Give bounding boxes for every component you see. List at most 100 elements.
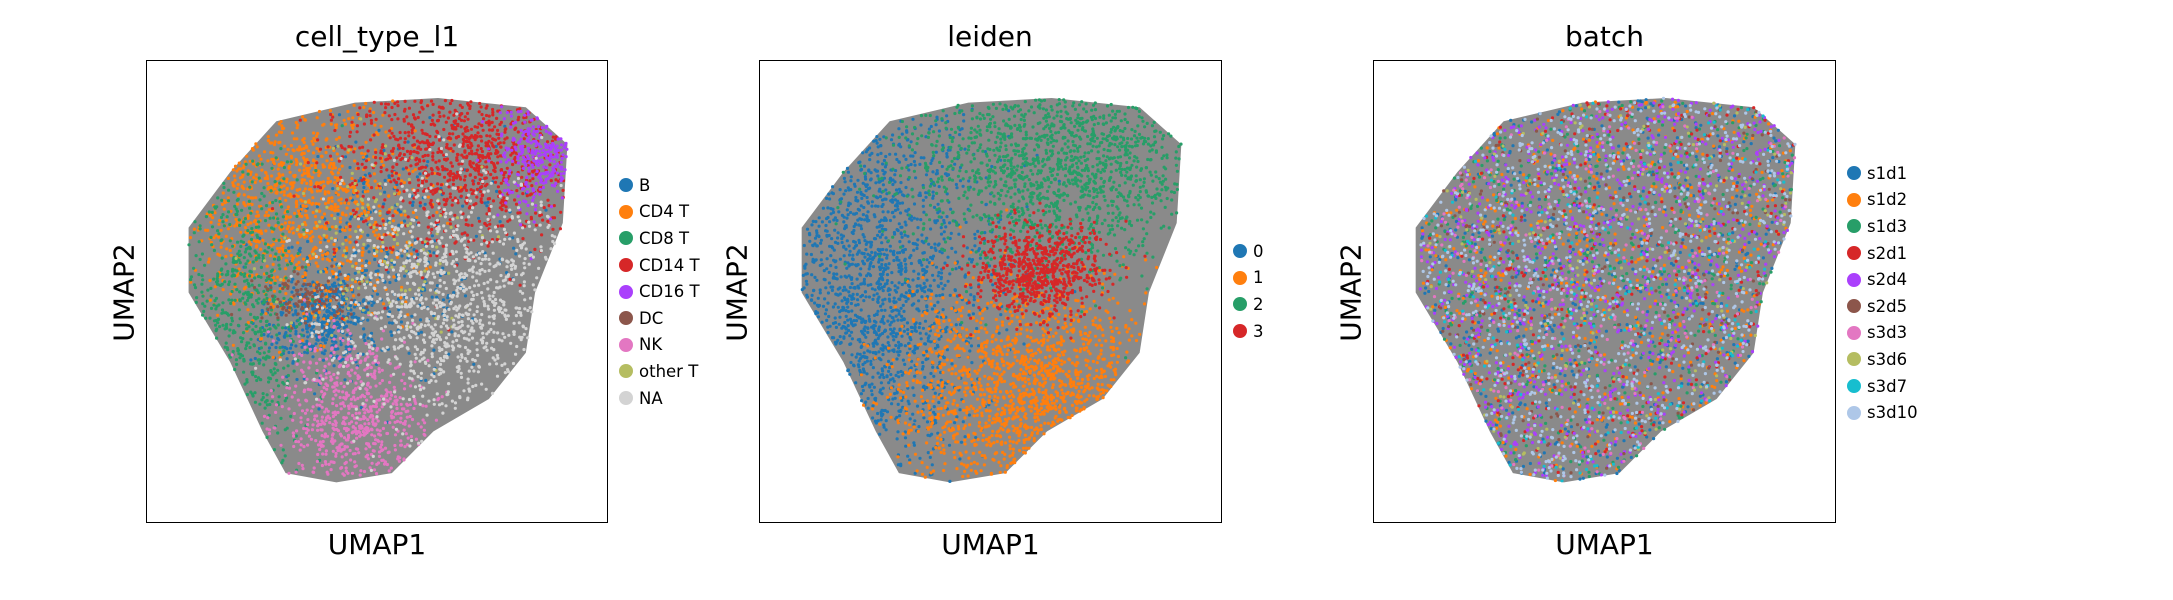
point <box>261 238 265 242</box>
point <box>498 220 502 224</box>
point <box>322 212 327 216</box>
point <box>235 202 240 206</box>
point <box>323 341 327 345</box>
plot-area <box>146 60 608 523</box>
point <box>316 154 320 159</box>
point <box>400 254 404 258</box>
point <box>300 207 304 211</box>
point <box>302 178 307 182</box>
point <box>345 251 349 255</box>
point <box>274 345 278 350</box>
point <box>302 140 306 145</box>
point <box>294 120 298 125</box>
point <box>303 278 307 283</box>
point <box>323 267 327 271</box>
point <box>416 252 420 256</box>
point <box>266 159 270 163</box>
point <box>305 181 309 185</box>
point <box>273 187 277 191</box>
point <box>360 268 364 272</box>
point <box>350 288 354 292</box>
point <box>314 342 318 346</box>
point <box>308 254 312 258</box>
point <box>282 240 286 244</box>
point <box>366 318 370 322</box>
point <box>350 315 354 319</box>
point <box>364 101 368 106</box>
point <box>341 279 346 283</box>
point <box>313 392 317 396</box>
point <box>364 246 368 250</box>
point <box>300 181 304 185</box>
point <box>290 156 294 160</box>
point <box>281 345 285 349</box>
point <box>321 338 325 342</box>
point <box>370 303 374 307</box>
chart-title: cell_type_l1 <box>294 20 460 53</box>
point <box>249 358 253 362</box>
point <box>368 107 372 111</box>
point <box>418 318 423 322</box>
point <box>253 356 257 361</box>
point <box>260 308 264 313</box>
point <box>286 205 290 209</box>
point <box>397 173 401 177</box>
point <box>321 257 325 261</box>
point <box>402 219 407 223</box>
point <box>288 334 292 338</box>
point <box>338 225 342 229</box>
point <box>310 175 314 180</box>
point <box>340 296 344 300</box>
point <box>297 248 301 252</box>
point <box>341 357 345 361</box>
point <box>343 282 347 286</box>
point <box>311 235 315 239</box>
point <box>452 291 456 295</box>
point <box>329 312 333 316</box>
point <box>294 344 298 348</box>
point <box>294 311 298 315</box>
point <box>511 236 515 240</box>
point <box>254 177 258 181</box>
point <box>304 234 309 239</box>
point <box>328 306 332 310</box>
point <box>389 330 393 334</box>
point <box>425 267 429 271</box>
point <box>366 336 370 340</box>
point <box>324 150 328 155</box>
point <box>347 117 351 121</box>
point <box>336 193 341 197</box>
point <box>432 348 436 352</box>
point <box>383 178 387 182</box>
point <box>300 302 305 307</box>
point <box>472 362 476 366</box>
point <box>279 310 283 315</box>
point <box>316 318 320 322</box>
point <box>361 155 365 159</box>
point <box>359 405 363 410</box>
point <box>277 331 281 335</box>
point <box>365 154 369 158</box>
point <box>477 216 481 220</box>
point <box>383 190 387 194</box>
point <box>295 377 299 382</box>
point <box>304 204 308 208</box>
point <box>265 264 269 268</box>
point <box>305 255 310 260</box>
point <box>209 240 213 244</box>
point <box>461 204 465 208</box>
point <box>362 185 366 190</box>
point <box>208 298 212 302</box>
point <box>323 217 327 221</box>
point <box>292 286 296 290</box>
point <box>372 172 376 176</box>
point <box>353 147 357 151</box>
point <box>291 221 295 225</box>
point <box>313 214 318 219</box>
point <box>348 217 352 221</box>
point <box>367 301 371 305</box>
point <box>341 228 345 232</box>
point <box>362 298 366 302</box>
point <box>310 344 314 348</box>
point <box>369 331 374 335</box>
